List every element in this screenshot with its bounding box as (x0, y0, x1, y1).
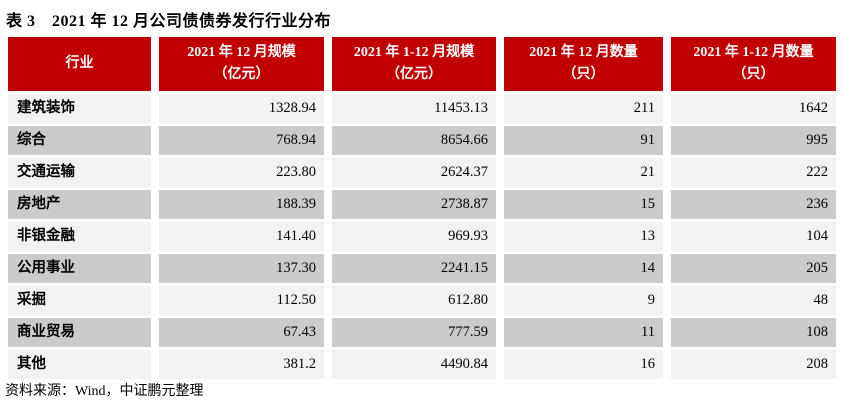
col-header-line: 2021 年 1-12 月数量 (693, 44, 814, 60)
ytd-scale-cell: 8654.66 (332, 126, 496, 155)
col-header-industry: 行业 (8, 37, 151, 91)
ytd-scale-cell: 969.93 (332, 222, 496, 251)
ytd-count-cell: 236 (671, 190, 836, 219)
industry-name-cell: 房地产 (8, 190, 151, 219)
industry-name-cell: 公用事业 (8, 254, 151, 283)
dec-scale-cell: 188.39 (159, 190, 324, 219)
dec-scale-cell: 137.30 (159, 254, 324, 283)
col-header-ytd-count: 2021 年 1-12 月数量 （只） (671, 37, 836, 91)
dec-scale-cell: 141.40 (159, 222, 324, 251)
dec-count-cell: 11 (504, 318, 663, 347)
industry-name-cell: 采掘 (8, 286, 151, 315)
dec-count-cell: 21 (504, 158, 663, 187)
ytd-count-cell: 108 (671, 318, 836, 347)
ytd-count-cell: 205 (671, 254, 836, 283)
col-header-line: 2021 年 12 月规模 (187, 44, 296, 60)
dec-scale-cell: 1328.94 (159, 94, 324, 123)
ytd-scale-cell: 2624.37 (332, 158, 496, 187)
ytd-count-cell: 104 (671, 222, 836, 251)
industry-name-cell: 综合 (8, 126, 151, 155)
col-header-ytd-scale: 2021 年 1-12 月规模 （亿元） (332, 37, 496, 91)
source-note: 资料来源：Wind，中证鹏元整理 (5, 384, 204, 399)
col-header-unit: （亿元） (213, 67, 270, 82)
industry-name-cell: 非银金融 (8, 222, 151, 251)
ytd-scale-cell: 4490.84 (332, 350, 496, 379)
ytd-scale-cell: 777.59 (332, 318, 496, 347)
col-header-line: 2021 年 1-12 月规模 (353, 44, 475, 60)
dec-count-cell: 9 (504, 286, 663, 315)
dec-count-cell: 91 (504, 126, 663, 155)
dec-scale-cell: 768.94 (159, 126, 324, 155)
dec-count-cell: 13 (504, 222, 663, 251)
ytd-count-cell: 48 (671, 286, 836, 315)
industry-distribution-table: 行业 2021 年 12 月规模 （亿元） 2021 年 1-12 月规模 （亿… (8, 37, 836, 379)
ytd-count-cell: 1642 (671, 94, 836, 123)
ytd-count-cell: 208 (671, 350, 836, 379)
col-header-unit: （只） (562, 67, 605, 82)
col-header-unit: （亿元） (386, 67, 442, 82)
dec-count-cell: 15 (504, 190, 663, 219)
industry-name-cell: 商业贸易 (8, 318, 151, 347)
col-header-line: 2021 年 12 月数量 (529, 44, 638, 60)
col-header-dec-scale: 2021 年 12 月规模 （亿元） (159, 37, 324, 91)
ytd-scale-cell: 612.80 (332, 286, 496, 315)
col-header-dec-count: 2021 年 12 月数量 （只） (504, 37, 663, 91)
dec-scale-cell: 67.43 (159, 318, 324, 347)
dec-scale-cell: 223.80 (159, 158, 324, 187)
col-header-unit: （只） (732, 67, 775, 82)
col-header-line: 行业 (65, 55, 94, 71)
dec-count-cell: 14 (504, 254, 663, 283)
ytd-count-cell: 995 (671, 126, 836, 155)
ytd-count-cell: 222 (671, 158, 836, 187)
industry-name-cell: 建筑装饰 (8, 94, 151, 123)
table-title: 表 3 2021 年 12 月公司债债券发行行业分布 (6, 13, 332, 30)
dec-scale-cell: 112.50 (159, 286, 324, 315)
dec-count-cell: 211 (504, 94, 663, 123)
dec-count-cell: 16 (504, 350, 663, 379)
ytd-scale-cell: 2738.87 (332, 190, 496, 219)
industry-name-cell: 交通运输 (8, 158, 151, 187)
dec-scale-cell: 381.2 (159, 350, 324, 379)
industry-name-cell: 其他 (8, 350, 151, 379)
ytd-scale-cell: 2241.15 (332, 254, 496, 283)
ytd-scale-cell: 11453.13 (332, 94, 496, 123)
